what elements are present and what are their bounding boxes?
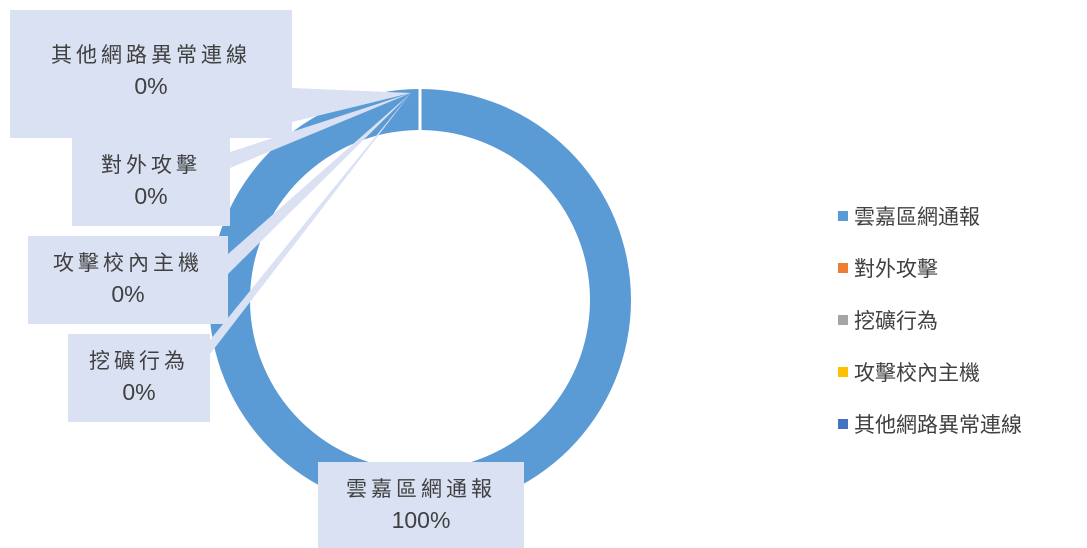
legend-swatch bbox=[838, 263, 848, 273]
data-label-category: 挖礦行為 bbox=[89, 349, 189, 373]
data-label-yunjia-report: 雲嘉區網通報 100% bbox=[318, 462, 524, 548]
data-label-category: 攻擊校內主機 bbox=[53, 251, 203, 275]
data-label-other-connections: 其他網路異常連線 0% bbox=[10, 10, 292, 138]
legend-label: 攻擊校內主機 bbox=[854, 361, 980, 385]
leader-other-connections bbox=[292, 88, 411, 122]
legend-item: 挖礦行為 bbox=[838, 294, 1022, 346]
data-label-percent: 0% bbox=[111, 281, 145, 307]
data-label-percent: 0% bbox=[122, 379, 156, 405]
legend-swatch bbox=[838, 211, 848, 221]
data-label-percent: 100% bbox=[391, 507, 451, 533]
legend-item: 其他網路異常連線 bbox=[838, 398, 1022, 450]
data-label-mining: 挖礦行為 0% bbox=[68, 334, 210, 422]
legend-label: 雲嘉區網通報 bbox=[854, 205, 980, 229]
data-label-category: 雲嘉區網通報 bbox=[346, 477, 496, 501]
legend-item: 攻擊校內主機 bbox=[838, 346, 1022, 398]
leader-attack-campus-host bbox=[228, 93, 411, 274]
data-label-percent: 0% bbox=[134, 73, 168, 99]
legend-label: 對外攻擊 bbox=[854, 257, 938, 281]
leader-external-attack bbox=[230, 93, 411, 168]
data-label-attack-campus-host: 攻擊校內主機 0% bbox=[28, 236, 228, 324]
legend-label: 挖礦行為 bbox=[854, 309, 938, 333]
legend-item: 雲嘉區網通報 bbox=[838, 190, 1022, 242]
data-label-external-attack: 對外攻擊 0% bbox=[72, 138, 230, 226]
legend-label: 其他網路異常連線 bbox=[854, 413, 1022, 437]
data-label-category: 其他網路異常連線 bbox=[51, 43, 251, 67]
data-label-category: 對外攻擊 bbox=[101, 153, 201, 177]
data-label-percent: 0% bbox=[134, 183, 168, 209]
donut-slice-0 bbox=[209, 89, 631, 511]
legend-swatch bbox=[838, 367, 848, 377]
legend-item: 對外攻擊 bbox=[838, 242, 1022, 294]
legend: 雲嘉區網通報 對外攻擊挖礦行為攻擊校內主機其他網路異常連線 bbox=[838, 190, 1022, 450]
legend-swatch bbox=[838, 315, 848, 325]
legend-swatch bbox=[838, 419, 848, 429]
leader-mining bbox=[210, 93, 411, 354]
